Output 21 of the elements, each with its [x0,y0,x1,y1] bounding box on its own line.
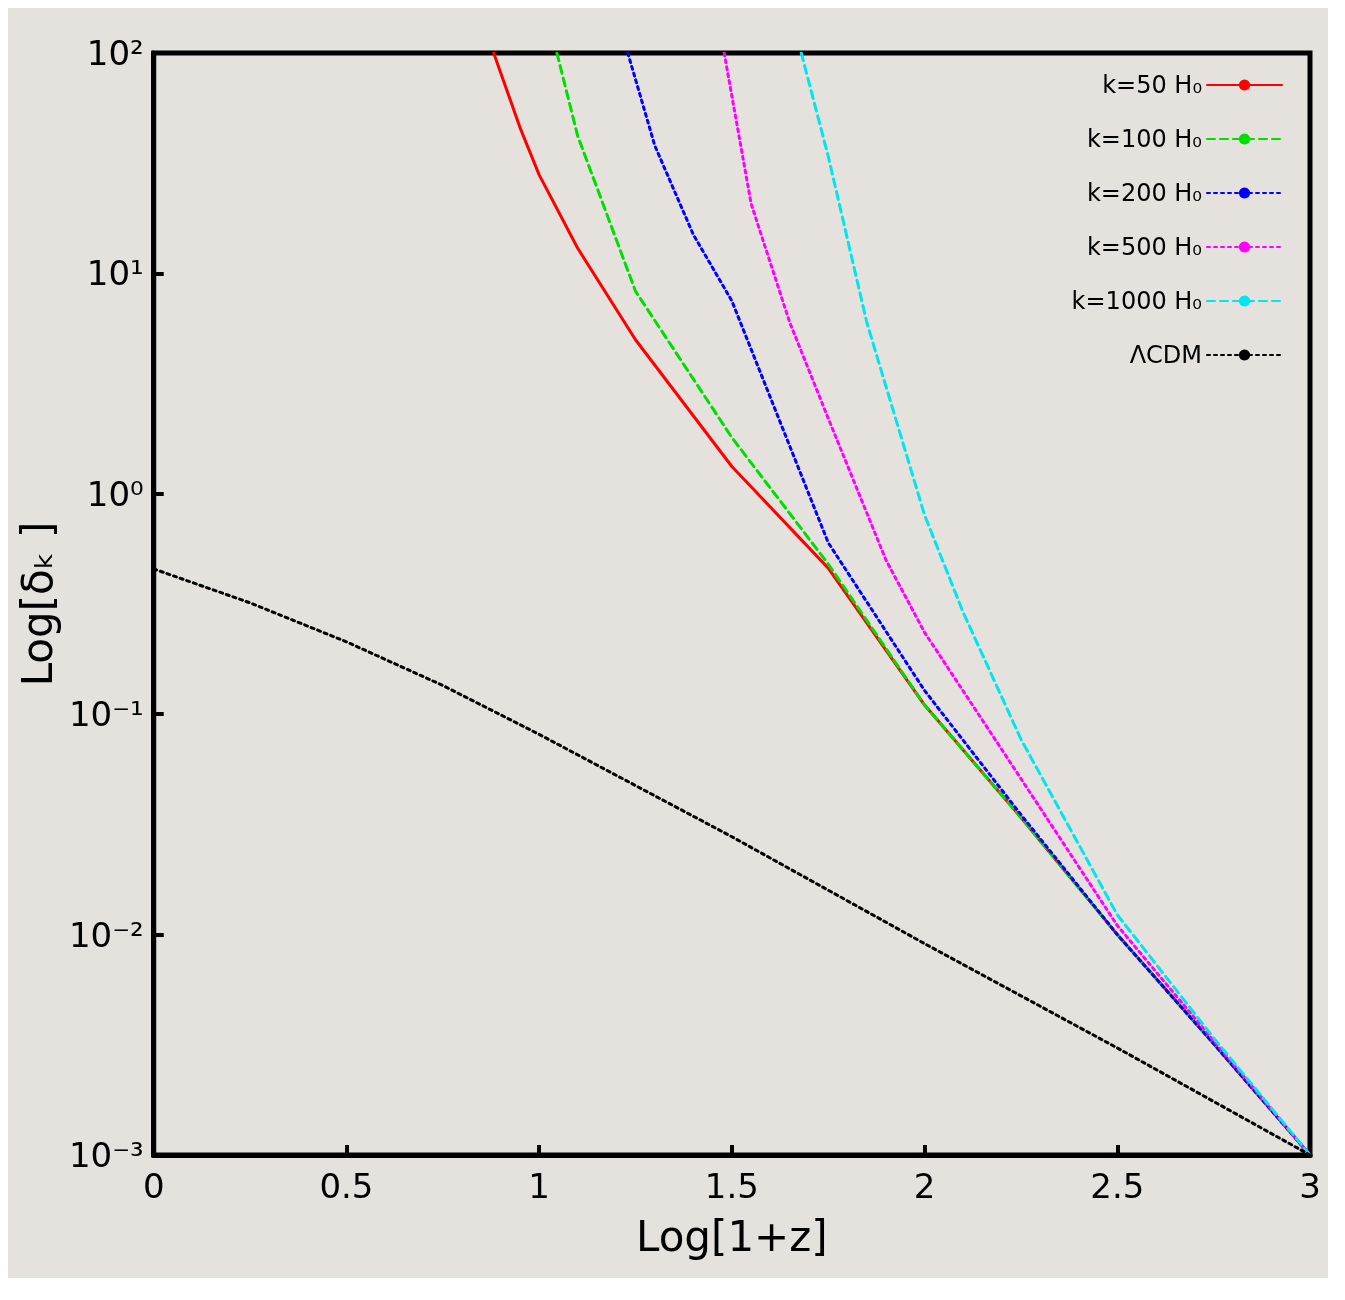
legend-label: k=500 H₀ [1086,233,1202,261]
y-tick-label: 10⁻³ [68,1135,144,1175]
y-axis-title: Log[δₖ ] [12,521,62,687]
legend-label: k=200 H₀ [1086,179,1202,207]
legend-label: k=100 H₀ [1086,125,1202,153]
x-tick-label: 2 [913,1166,936,1206]
legend-label: ΛCDM [1129,341,1202,369]
y-tick-label: 10² [86,33,144,73]
y-tick-label: 10⁻² [68,914,144,955]
y-tick-label: 10⁻¹ [68,694,144,735]
legend-label: k=50 H₀ [1102,71,1202,99]
x-axis-title: Log[1+z] [635,1211,828,1261]
x-tick-label: 1.5 [704,1166,759,1206]
x-tick-label: 1 [528,1166,550,1206]
x-tick-label: 3 [1299,1166,1321,1206]
y-tick-label: 10⁰ [86,473,144,514]
x-tick-label: 0.5 [319,1166,374,1206]
x-tick-label: 2.5 [1090,1166,1145,1206]
x-tick-label: 0 [142,1166,165,1206]
legend-label: k=1000 H₀ [1071,287,1202,315]
y-tick-label: 10¹ [86,253,144,294]
